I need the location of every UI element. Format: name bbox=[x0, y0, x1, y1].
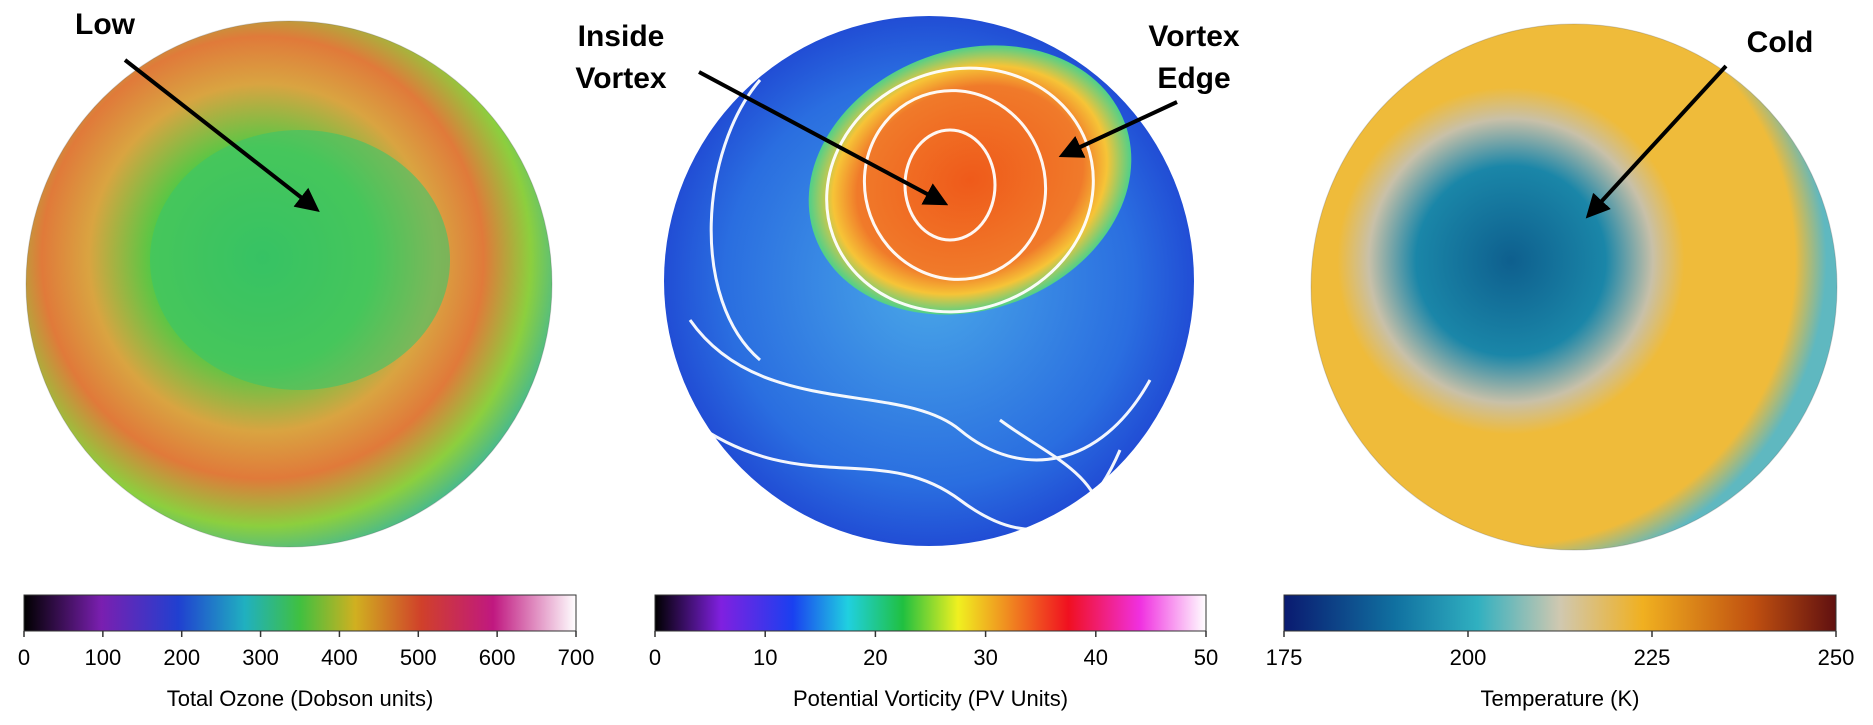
tick-label: 0 bbox=[649, 645, 661, 670]
tick-label: 20 bbox=[863, 645, 887, 670]
tick-label: 175 bbox=[1266, 645, 1303, 670]
annotation: Vortex bbox=[575, 62, 666, 95]
vorticity-globe bbox=[664, 1, 1194, 546]
tick-label: 0 bbox=[18, 645, 30, 670]
tick-label: 400 bbox=[321, 645, 358, 670]
tick-label: 200 bbox=[1450, 645, 1487, 670]
tick-label: 700 bbox=[558, 645, 595, 670]
temperature-globe bbox=[1311, 24, 1837, 550]
tick-label: 30 bbox=[973, 645, 997, 670]
figure: Low Inside Vortex Vortex Edge Cold 01002… bbox=[0, 0, 1873, 720]
colorbar bbox=[655, 595, 1206, 631]
annotation: Vortex bbox=[1148, 20, 1239, 53]
tick-label: 300 bbox=[242, 645, 279, 670]
tick-label: 50 bbox=[1194, 645, 1218, 670]
tick-label: 600 bbox=[479, 645, 516, 670]
tick-label: 500 bbox=[400, 645, 437, 670]
tick-label: 225 bbox=[1634, 645, 1671, 670]
annotation: Inside bbox=[578, 20, 665, 53]
tick-label: 10 bbox=[753, 645, 777, 670]
annotation: Cold bbox=[1747, 26, 1814, 59]
annotation: Edge bbox=[1157, 62, 1230, 95]
annotation: Low bbox=[75, 8, 136, 41]
colorbar bbox=[1284, 595, 1836, 631]
tick-label: 100 bbox=[84, 645, 121, 670]
colorbar-label: Temperature (K) bbox=[1481, 686, 1640, 711]
tick-label: 40 bbox=[1084, 645, 1108, 670]
colorbar-label: Potential Vorticity (PV Units) bbox=[793, 686, 1068, 711]
colorbar bbox=[24, 595, 576, 631]
colorbar-label: Total Ozone (Dobson units) bbox=[167, 686, 434, 711]
tick-label: 250 bbox=[1818, 645, 1855, 670]
tick-label: 200 bbox=[163, 645, 200, 670]
ozone-globe bbox=[26, 21, 552, 547]
